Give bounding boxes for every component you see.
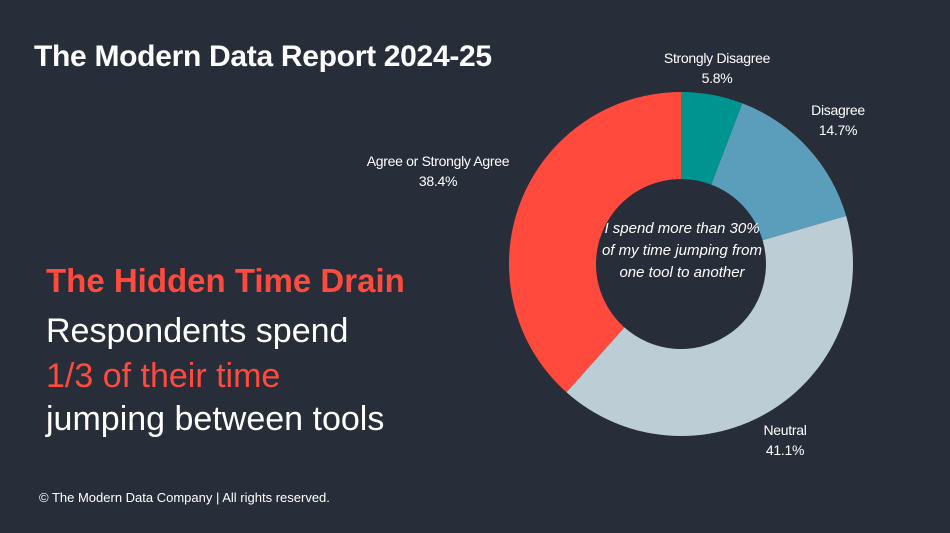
slice-label-name: Strongly Disagree — [663, 50, 771, 66]
message-line-1: Respondents spend — [46, 312, 349, 350]
donut-center-label: I spend more than 30% of my time jumping… — [601, 220, 763, 281]
slice-label-disagree: Disagree 14.7% — [811, 100, 865, 140]
slice-label-name: Agree or Strongly Agree — [366, 153, 510, 169]
message-line-2-highlight: 1/3 of their time — [46, 357, 281, 395]
report-title: The Modern Data Report 2024-25 — [34, 40, 492, 73]
slice-label-value: 38.4% — [418, 173, 458, 189]
slice-label-agree: Agree or Strongly Agree 38.4% — [367, 151, 510, 191]
slice-label-neutral: Neutral 41.1% — [763, 420, 806, 460]
copyright-footer: © The Modern Data Company | All rights r… — [39, 490, 330, 505]
slice-label-name: Disagree — [811, 102, 865, 118]
headline: The Hidden Time Drain — [46, 262, 405, 299]
slice-label-strongly-disagree: Strongly Disagree 5.8% — [664, 48, 770, 88]
donut-slice-strongly-disagree — [681, 92, 743, 185]
message-line-3: jumping between tools — [46, 400, 385, 438]
donut-slice-neutral — [566, 216, 854, 436]
donut-slice-agree-or-strongly-agree — [509, 92, 681, 393]
slice-label-value: 14.7% — [818, 122, 858, 138]
donut-slice-disagree — [711, 103, 847, 241]
slice-label-name: Neutral — [763, 422, 807, 438]
slice-label-value: 5.8% — [701, 70, 733, 86]
slice-label-value: 41.1% — [765, 442, 805, 458]
